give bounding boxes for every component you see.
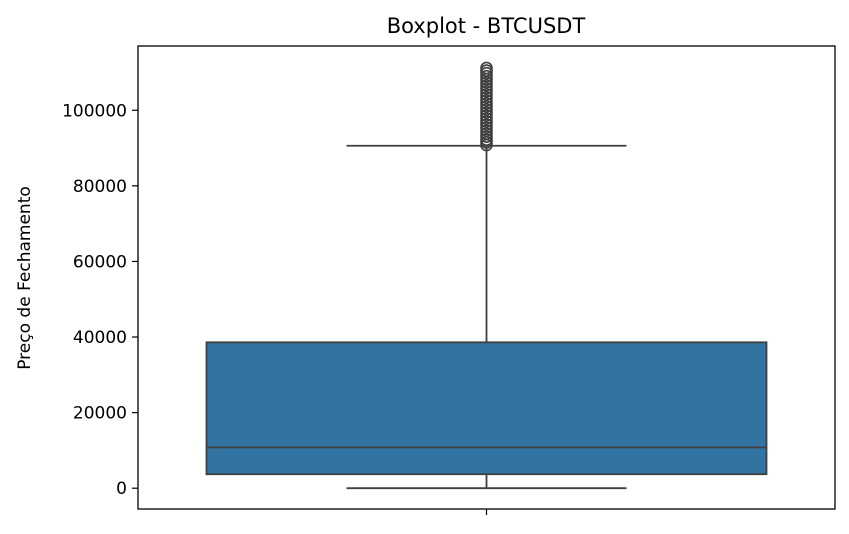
y-axis-label: Preço de Fechamento — [15, 186, 35, 370]
y-tick-label: 0 — [116, 479, 127, 499]
iqr-box — [205, 341, 768, 476]
y-tick-label: 60000 — [73, 252, 127, 272]
y-tick-label: 100000 — [62, 101, 127, 121]
y-tick-label: 40000 — [73, 328, 127, 348]
outlier-point — [480, 61, 493, 75]
plot-area: 0 20000 40000 60000 80000 100000 — [62, 45, 836, 515]
y-tick-label: 20000 — [73, 404, 127, 424]
chart-title: Boxplot - BTCUSDT — [387, 14, 586, 38]
y-tick-label: 80000 — [73, 177, 127, 197]
